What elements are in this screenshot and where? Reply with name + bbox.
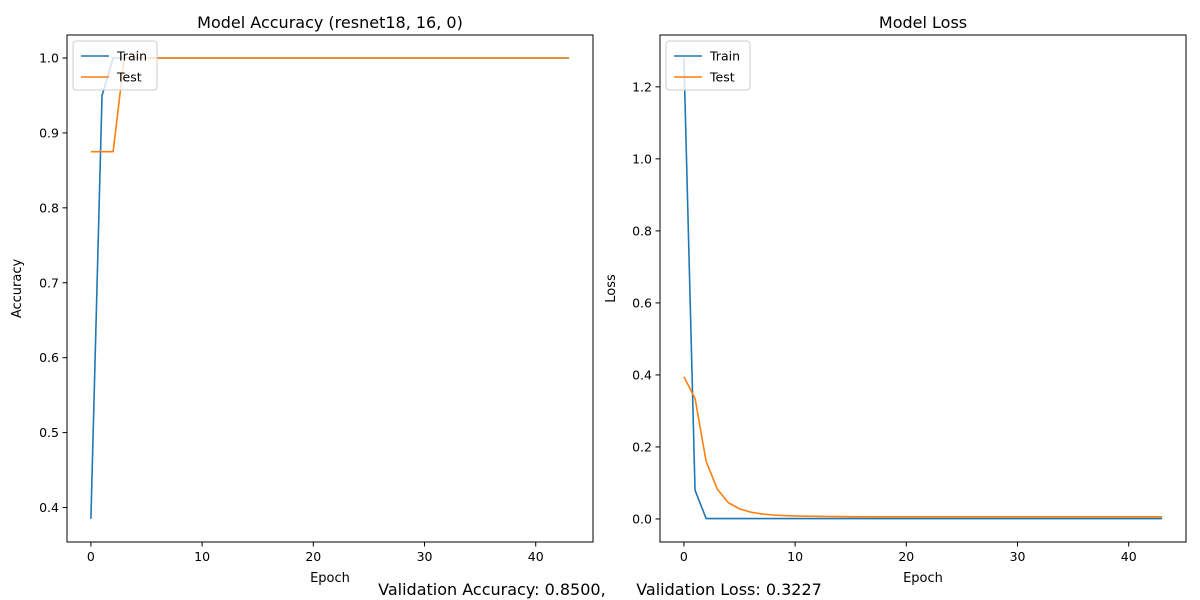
y-tick-label: 0.8: [39, 200, 59, 215]
x-tick-label: 40: [1121, 549, 1137, 564]
plot-frame: [66, 34, 594, 543]
y-axis-label: Accuracy: [10, 259, 25, 319]
y-tick-label: 0.0: [632, 511, 652, 526]
loss-chart: Model Loss 0 10 20 30 40 0.0 0.2 0.4 0.6 0.8 1.0 1.2…: [604, 13, 1187, 586]
legend-label-train: Train: [709, 49, 740, 64]
y-tick-label: 0.4: [39, 500, 59, 515]
x-tick-label: 10: [194, 549, 210, 564]
plot-frame: [659, 34, 1187, 543]
y-tick-label: 0.7: [39, 275, 59, 290]
chart-title: Model Accuracy (resnet18, 16, 0): [197, 13, 463, 32]
series-line-test: [90, 57, 570, 153]
x-tick-label: 20: [305, 549, 321, 564]
series-line-test: [683, 376, 1163, 518]
validation-loss-text: Validation Loss: 0.3227: [636, 580, 822, 599]
x-tick-label: 0: [680, 549, 688, 564]
y-tick-label: 0.6: [632, 295, 652, 310]
y-tick-label: 0.6: [39, 350, 59, 365]
y-tick-label: 0.9: [39, 125, 59, 140]
series-line-train: [90, 57, 570, 519]
legend-label-train: Train: [116, 49, 147, 64]
series-line-train: [683, 58, 1163, 520]
x-tick-label: 30: [1010, 549, 1026, 564]
y-tick-label: 1.0: [632, 151, 652, 166]
x-tick-label: 10: [787, 549, 803, 564]
x-tick-label: 0: [87, 549, 95, 564]
x-axis-label: Epoch: [903, 571, 943, 586]
y-tick-label: 0.8: [632, 223, 652, 238]
y-tick-label: 1.2: [632, 79, 652, 94]
y-tick-label: 0.2: [632, 439, 652, 454]
y-tick-label: 0.4: [632, 367, 652, 382]
validation-accuracy-text: Validation Accuracy: 0.8500,: [378, 580, 606, 599]
x-tick-label: 20: [898, 549, 914, 564]
accuracy-chart: Model Accuracy (resnet18, 16, 0) 0 10 20 30 4…: [10, 13, 594, 586]
x-tick-label: 30: [417, 549, 433, 564]
chart-title: Model Loss: [879, 13, 967, 32]
y-tick-label: 1.0: [39, 51, 59, 66]
y-tick-label: 0.5: [39, 425, 59, 440]
y-axis-label: Loss: [604, 274, 619, 303]
legend-label-test: Test: [116, 70, 142, 85]
validation-summary: Validation Accuracy: 0.8500, Validation …: [0, 580, 1200, 599]
x-tick-label: 40: [528, 549, 544, 564]
x-axis-label: Epoch: [310, 571, 350, 586]
legend-label-test: Test: [709, 70, 735, 85]
